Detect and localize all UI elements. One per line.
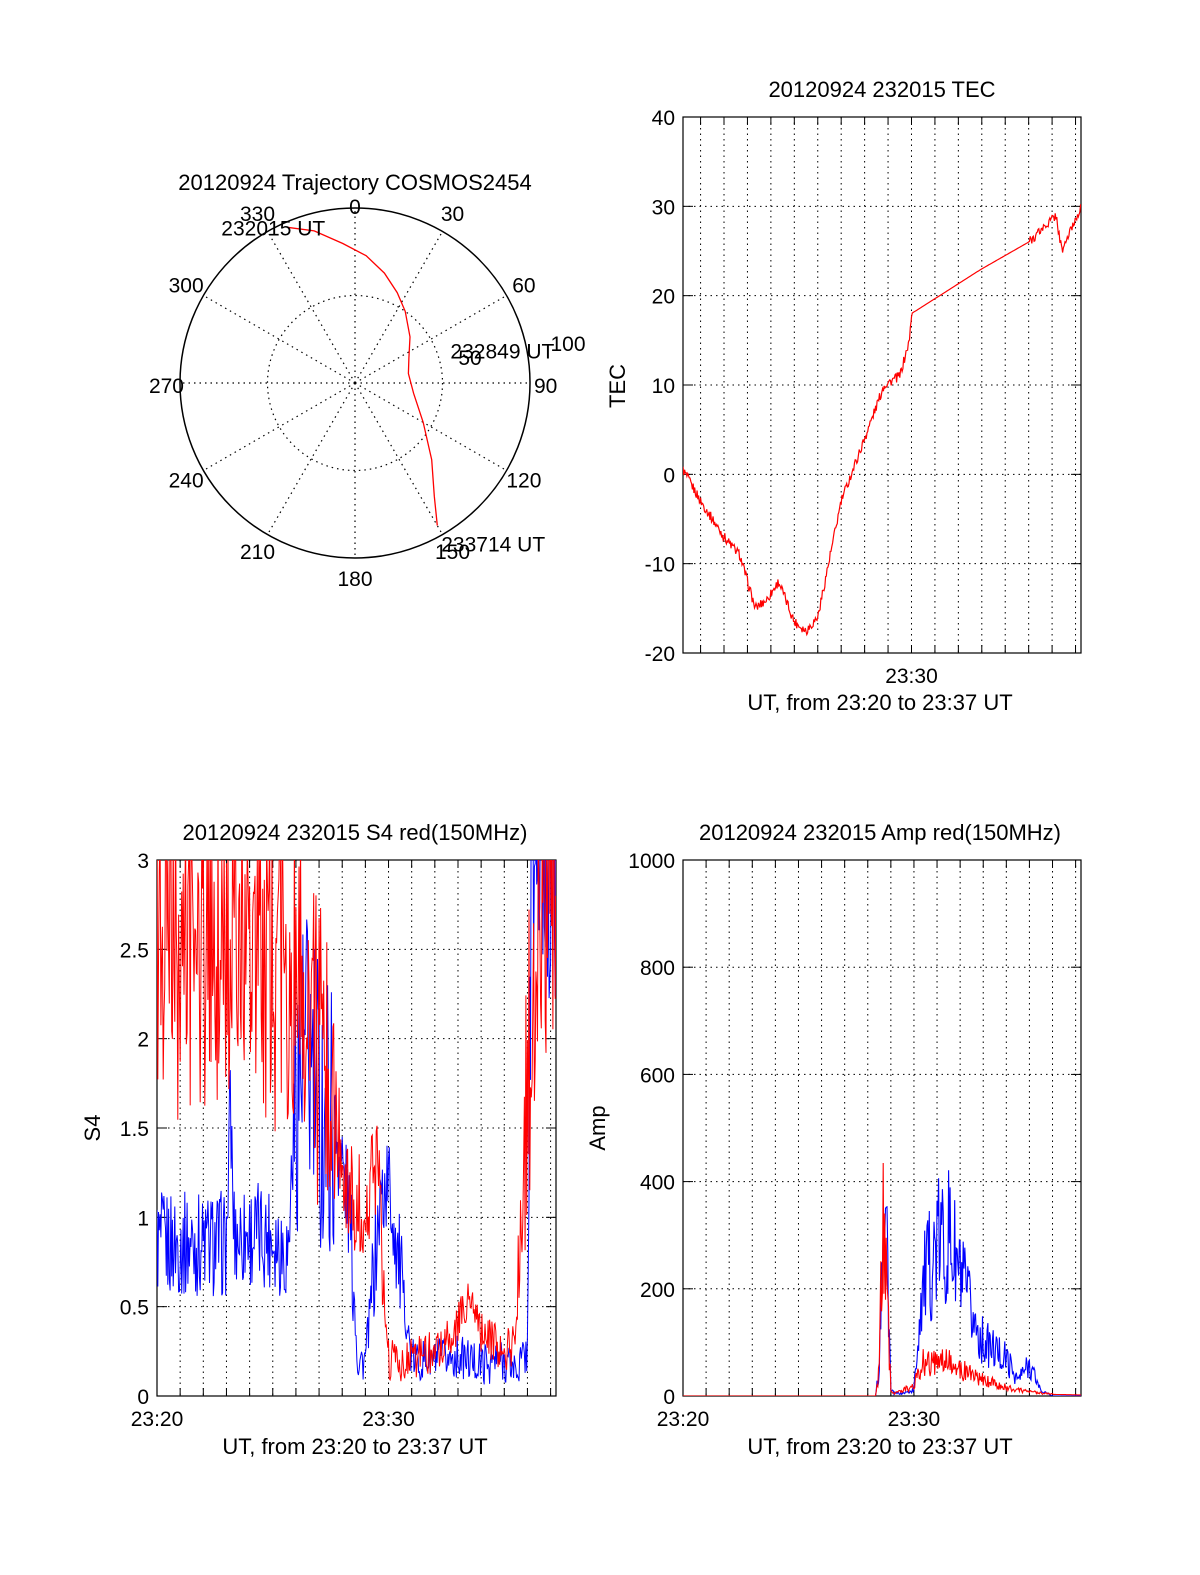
y-tick-label: -10 — [645, 554, 675, 577]
series-line — [683, 1162, 1081, 1396]
series-line — [683, 204, 1081, 637]
trajectory-annotation: 232015 UT — [221, 217, 325, 240]
plot-frame — [682, 859, 1082, 1397]
polar-angle-label: 150 — [435, 541, 470, 564]
amp-chart: 20120924 232015 Amp red(150MHz) 0 200 400 6… — [585, 820, 1082, 1459]
amp-ylabel: Amp — [585, 1105, 610, 1150]
s4-ticks: 0 0.5 1 1.5 2 2.5 3 23:20 23:30 — [120, 850, 415, 1431]
polar-spoke — [354, 382, 444, 535]
s4-chart: 20120924 232015 S4 red(150MHz) 0 0.5 1 1.5 2… — [80, 820, 557, 1459]
tec-title: 20120924 232015 TEC — [768, 77, 995, 102]
polar-inner-circle — [266, 294, 444, 472]
s4-grid — [156, 859, 557, 1397]
y-tick-label: 1000 — [628, 850, 675, 873]
y-tick-label: 400 — [640, 1172, 675, 1195]
y-tick-label: 30 — [652, 196, 675, 219]
y-tick-label: 0.5 — [120, 1297, 149, 1320]
polar-angle-label: 240 — [169, 470, 204, 493]
series-line — [683, 1170, 1081, 1396]
polar-angle-label: 90 — [534, 375, 557, 398]
y-tick-label: 10 — [652, 375, 675, 398]
series-group — [157, 860, 556, 1385]
series-group — [683, 204, 1081, 637]
polar-radial-label: 50 — [458, 347, 481, 370]
s4-ylabel: S4 — [80, 1115, 105, 1142]
polar-spoke — [354, 294, 507, 384]
x-tick-label: 23:30 — [885, 665, 938, 688]
polar-angle-label: 300 — [169, 275, 204, 298]
y-tick-label: -20 — [645, 643, 675, 666]
y-tick-label: 0 — [663, 464, 675, 487]
polar-angle-label: 180 — [337, 568, 372, 591]
polar-angle-label: 120 — [506, 470, 541, 493]
plot-frame — [682, 116, 1082, 654]
polar-spoke — [266, 382, 356, 535]
series-group — [683, 1162, 1081, 1396]
trajectory-annotation: 233714 UT — [441, 533, 545, 556]
x-tick-label: 23:30 — [888, 1408, 941, 1431]
y-tick-label: 2 — [137, 1029, 149, 1052]
amp-ticks: 0 200 400 600 800 1000 23:20 23:30 — [628, 850, 940, 1431]
x-tick-label: 23:30 — [362, 1408, 415, 1431]
y-tick-label: 0 — [663, 1386, 675, 1409]
amp-grid — [682, 859, 1082, 1397]
y-tick-label: 600 — [640, 1064, 675, 1087]
y-tick-label: 20 — [652, 286, 675, 309]
amp-title: 20120924 232015 Amp red(150MHz) — [699, 820, 1061, 845]
polar-spoke — [203, 382, 356, 472]
y-tick-label: 40 — [652, 107, 675, 130]
series-line — [157, 860, 556, 1382]
x-tick-label: 23:20 — [657, 1408, 710, 1431]
polar-angle-label: 0 — [349, 196, 361, 219]
x-tick-label: 23:20 — [131, 1408, 184, 1431]
tec-chart: 20120924 232015 TEC -20 -10 0 10 20 30 40 23:30… — [605, 77, 1082, 715]
y-tick-label: 2.5 — [120, 939, 149, 962]
trajectory-annotations: 232015 UT 232849 UT 233714 UT — [221, 217, 554, 556]
polar-outer-circle — [179, 207, 531, 559]
y-tick-label: 800 — [640, 957, 675, 980]
amp-xlabel: UT, from 23:20 to 23:37 UT — [747, 1434, 1012, 1459]
tec-xlabel: UT, from 23:20 to 23:37 UT — [747, 690, 1012, 715]
polar-grid — [179, 207, 531, 559]
polar-angle-label: 270 — [149, 375, 184, 398]
series-line — [157, 860, 556, 1385]
trajectory-polar-chart: 20120924 Trajectory COSMOS2454 0 30 60 90 12… — [149, 170, 586, 591]
tec-ticks: -20 -10 0 10 20 30 40 23:30 — [645, 107, 938, 688]
y-tick-label: 0 — [137, 1386, 149, 1409]
polar-radial-labels: 50 100 — [458, 333, 585, 370]
trajectory-series — [287, 226, 438, 526]
tec-ylabel: TEC — [605, 364, 630, 408]
tec-grid — [682, 116, 1082, 654]
polar-spoke — [266, 231, 356, 384]
y-tick-label: 200 — [640, 1279, 675, 1302]
plot-frame — [156, 859, 557, 1397]
polar-radial-label: 100 — [550, 333, 585, 356]
polar-angle-label: 210 — [240, 541, 275, 564]
trajectory-annotation: 232849 UT — [450, 341, 554, 364]
s4-title: 20120924 232015 S4 red(150MHz) — [183, 820, 528, 845]
polar-angle-label: 60 — [512, 275, 535, 298]
polar-angle-label: 330 — [240, 203, 275, 226]
y-tick-label: 1.5 — [120, 1118, 149, 1141]
trajectory-line — [287, 226, 438, 526]
polar-angle-labels: 0 30 60 90 120 150 180 210 240 270 300 330 — [149, 196, 557, 591]
polar-angle-label: 30 — [441, 203, 464, 226]
tec-series — [683, 204, 1081, 637]
s4-xlabel: UT, from 23:20 to 23:37 UT — [222, 1434, 487, 1459]
y-tick-label: 1 — [137, 1207, 149, 1230]
y-tick-label: 3 — [137, 850, 149, 873]
s4-series — [157, 860, 556, 1385]
trajectory-title: 20120924 Trajectory COSMOS2454 — [178, 170, 531, 195]
amp-series — [683, 1162, 1081, 1396]
